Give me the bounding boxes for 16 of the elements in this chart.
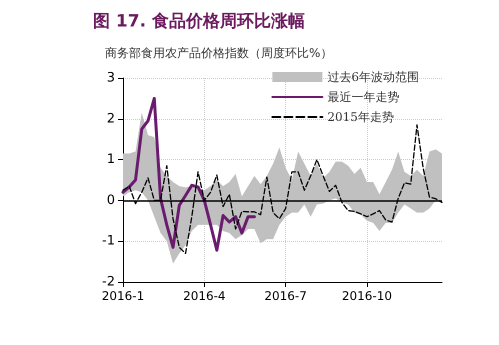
legend-label: 最近一年走势 [327, 90, 400, 104]
y-tick-label: 3 [106, 70, 115, 86]
legend-label: 2015年走势 [327, 110, 394, 124]
y-tick-label: 0 [106, 192, 115, 208]
x-tick-label: 2016-1 [102, 289, 144, 303]
legend-label: 过去6年波动范围 [327, 70, 420, 84]
y-tick-label: -1 [102, 234, 115, 249]
y-tick-label: 1 [106, 152, 115, 168]
line-series [122, 96, 256, 252]
chart-title: 图 17. 食品价格周环比涨幅 [93, 12, 305, 32]
chart-subtitle: 商务部食用农产品价格指数（周度环比%） [105, 46, 332, 60]
x-tick-label: 2016-7 [264, 289, 307, 303]
y-tick-label: 2 [106, 111, 115, 126]
y-tick-label: -2 [102, 274, 115, 290]
x-tick-label: 2016-4 [183, 289, 226, 303]
x-tick-label: 2016-10 [342, 289, 392, 303]
